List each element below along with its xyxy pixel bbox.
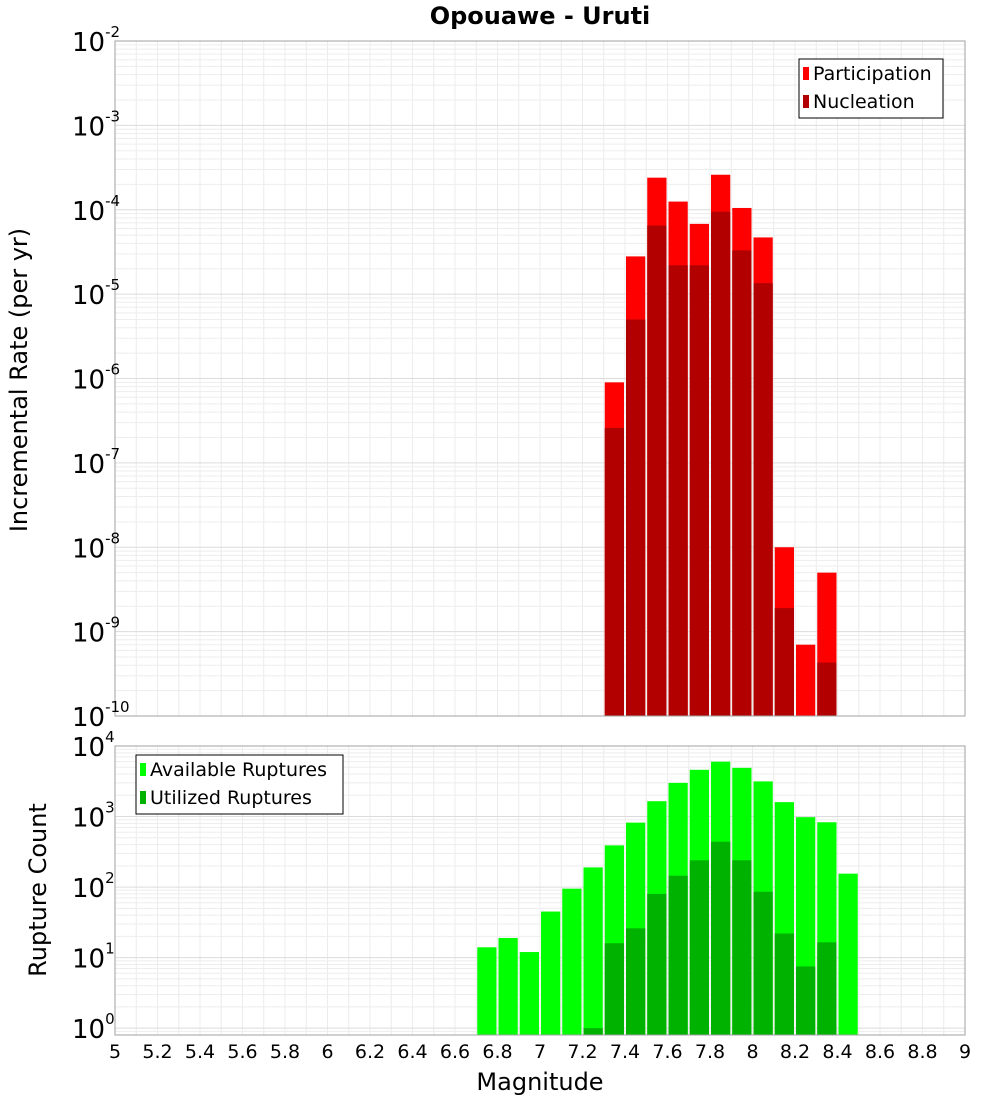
x-tick-label: 6.6 xyxy=(440,1041,470,1063)
x-tick-label: 6.2 xyxy=(355,1041,385,1063)
top-bars xyxy=(604,174,837,717)
legend-swatch-participation xyxy=(803,67,809,80)
top-bar-nucleation xyxy=(774,608,794,716)
x-tick-label: 5.6 xyxy=(227,1041,257,1063)
top-y-tick-label: 10-7 xyxy=(72,445,120,480)
bottom-y-tick-label: 101 xyxy=(72,940,115,975)
chart-title: Opouawe - Uruti xyxy=(430,2,651,30)
x-tick-label: 8.2 xyxy=(780,1041,810,1063)
bottom-y-tick-label: 100 xyxy=(72,1010,115,1045)
bottom-bar-utilized-ruptures xyxy=(796,966,816,1035)
bottom-bar-available-ruptures xyxy=(519,952,539,1035)
x-tick-label: 7 xyxy=(534,1041,546,1063)
x-axis-label: Magnitude xyxy=(476,1068,603,1096)
bottom-bar-utilized-ruptures xyxy=(774,933,794,1035)
top-y-tick-label: 10-8 xyxy=(72,529,120,564)
x-tick-label: 7.2 xyxy=(567,1041,597,1063)
top-plot-frame xyxy=(114,40,966,717)
x-tick-label: 6 xyxy=(321,1041,333,1063)
x-tick-label: 7.8 xyxy=(695,1041,725,1063)
bottom-bar-utilized-ruptures xyxy=(626,928,646,1035)
x-tick-label: 8.4 xyxy=(822,1041,852,1063)
incremental-rate-panel: 10-2 10-3 10-4 10-5 10-6 10-7 10-8 10-9 10-10 In… xyxy=(5,23,966,733)
bottom-bar-utilized-ruptures xyxy=(583,1028,603,1035)
bottom-bar-utilized-ruptures xyxy=(711,841,731,1035)
top-bar-nucleation xyxy=(753,283,773,716)
legend-label-participation: Participation xyxy=(813,63,932,85)
legend-swatch-nucleation xyxy=(803,95,809,108)
top-bar-participation xyxy=(796,644,816,716)
bottom-legend: Available Ruptures Utilized Ruptures xyxy=(135,754,344,815)
x-tick-label: 8 xyxy=(746,1041,758,1063)
x-tick-label: 7.4 xyxy=(610,1041,640,1063)
bottom-bar-utilized-ruptures xyxy=(732,860,752,1035)
x-tick-label: 6.4 xyxy=(397,1041,427,1063)
legend-label-utilized: Utilized Ruptures xyxy=(150,787,312,809)
x-tick-labels: 5 5.2 5.4 5.6 5.8 6 6.2 6.4 6.6 6.8 7 7.2 7.4 7.6 7.8 8… xyxy=(109,1041,971,1063)
bottom-bar-available-ruptures xyxy=(541,911,561,1035)
legend-swatch-utilized xyxy=(140,791,146,804)
top-bar-nucleation xyxy=(732,250,752,717)
top-bar-nucleation xyxy=(668,265,688,716)
bottom-bar-utilized-ruptures xyxy=(647,893,667,1035)
top-y-axis-label: Incremental Rate (per yr) xyxy=(5,228,33,532)
top-y-tick-label: 10-5 xyxy=(72,276,120,311)
bottom-legend-box xyxy=(135,754,344,815)
top-y-tick-label: 10-9 xyxy=(72,614,120,649)
x-tick-label: 7.6 xyxy=(652,1041,682,1063)
bottom-y-tick-label: 103 xyxy=(72,799,115,834)
bottom-y-tick-labels: 104 103 102 101 100 xyxy=(72,728,115,1045)
top-y-tick-labels: 10-2 10-3 10-4 10-5 10-6 10-7 10-8 10-9 10-10 xyxy=(72,23,130,733)
x-tick-label: 5.8 xyxy=(270,1041,300,1063)
top-legend: Participation Nucleation xyxy=(798,58,944,119)
bottom-bar-utilized-ruptures xyxy=(604,943,624,1035)
bottom-bar-utilized-ruptures xyxy=(689,860,709,1035)
bottom-bar-available-ruptures xyxy=(583,867,603,1035)
bottom-bar-utilized-ruptures xyxy=(753,891,773,1035)
bottom-bar-available-ruptures xyxy=(498,937,518,1035)
x-tick-label: 6.8 xyxy=(482,1041,512,1063)
bottom-bar-utilized-ruptures xyxy=(668,875,688,1035)
top-bar-nucleation xyxy=(626,319,646,716)
legend-label-available: Available Ruptures xyxy=(150,759,327,781)
bottom-bar-available-ruptures xyxy=(477,947,497,1035)
x-tick-label: 8.6 xyxy=(865,1041,895,1063)
x-tick-label: 8.8 xyxy=(907,1041,937,1063)
top-gridlines xyxy=(114,40,966,717)
top-legend-box xyxy=(798,58,944,119)
bottom-y-tick-label: 102 xyxy=(72,869,115,904)
top-bar-nucleation xyxy=(689,265,709,716)
bottom-bars xyxy=(477,761,858,1035)
top-y-tick-label: 10-3 xyxy=(72,107,120,142)
top-y-tick-label: 10-6 xyxy=(72,361,120,396)
top-y-tick-label: 10-10 xyxy=(72,698,130,733)
legend-swatch-available xyxy=(140,763,146,776)
bottom-y-axis-label: Rupture Count xyxy=(24,803,52,977)
x-tick-label: 5 xyxy=(109,1041,121,1063)
top-bar-nucleation xyxy=(817,662,837,716)
x-tick-label: 9 xyxy=(959,1041,971,1063)
bottom-bar-available-ruptures xyxy=(838,873,858,1035)
bottom-bar-utilized-ruptures xyxy=(817,942,837,1035)
top-bar-nucleation xyxy=(647,225,667,716)
bottom-gridlines xyxy=(114,745,966,1036)
x-tick-label: 5.2 xyxy=(142,1041,172,1063)
bottom-plot-frame xyxy=(114,745,966,1036)
top-bar-nucleation xyxy=(604,427,624,716)
legend-label-nucleation: Nucleation xyxy=(813,91,915,113)
x-tick-label: 5.4 xyxy=(185,1041,215,1063)
top-y-tick-label: 10-2 xyxy=(72,23,120,58)
rupture-count-panel: 104 103 102 101 100 Rupture Count Available … xyxy=(24,728,966,1045)
bottom-y-tick-label: 104 xyxy=(72,728,115,763)
top-bar-nucleation xyxy=(711,211,731,716)
bottom-bar-available-ruptures xyxy=(562,888,582,1035)
top-y-tick-label: 10-4 xyxy=(72,192,120,227)
